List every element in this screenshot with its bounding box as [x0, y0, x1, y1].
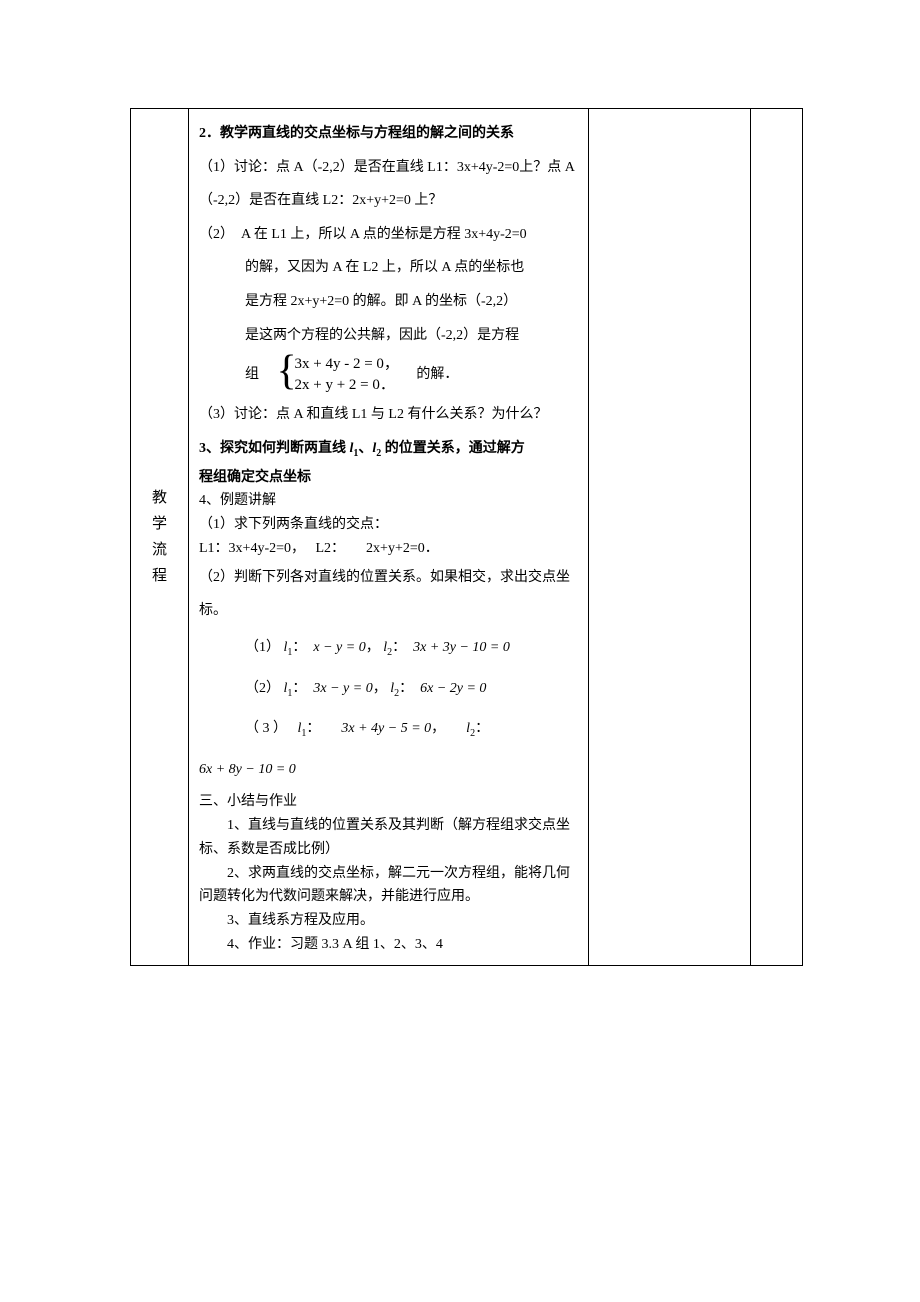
- eq: 6x + 8y − 10 = 0: [199, 762, 296, 777]
- eq: x − y = 0: [313, 640, 365, 655]
- s3-post: 的位置关系，通过解方: [381, 441, 525, 456]
- section-2-eq-line: 组 { 3x + 4y - 2 = 0， 2x + y + 2 = 0． 的解．: [199, 352, 578, 398]
- page: 教 学 流 程 2．教学两直线的交点坐标与方程组的解之间的关系 （1）讨论：点 …: [0, 0, 920, 1302]
- ex2-title: （2）判断下列各对直线的位置关系。如果相交，求出交点坐标。: [199, 561, 578, 628]
- ex1-title: （1）求下列两条直线的交点：: [199, 513, 578, 537]
- section-2-heading: 2．教学两直线的交点坐标与方程组的解之间的关系: [199, 117, 578, 151]
- table-row: 教 学 流 程 2．教学两直线的交点坐标与方程组的解之间的关系 （1）讨论：点 …: [131, 109, 803, 966]
- ex2-item-3-line2: 6x + 8y − 10 = 0: [199, 750, 578, 791]
- equation-system: { 3x + 4y - 2 = 0， 2x + y + 2 = 0．: [277, 354, 399, 396]
- section-3-heading: 3、探究如何判断两直线 l1、l2 的位置关系，通过解方: [199, 432, 578, 466]
- eq-post-text: 的解．: [402, 367, 458, 382]
- item-idx: （1）: [245, 640, 280, 655]
- section-4-title: 4、例题讲解: [199, 489, 578, 513]
- eq-pre-text: 组: [245, 367, 273, 382]
- section-2-p1: （1）讨论：点 A（-2,2）是否在直线 L1：3x+4y-2=0上？点 A（-…: [199, 151, 578, 218]
- eq-bot: 2x + y + 2 = 0．: [295, 375, 399, 396]
- label-char: 程: [152, 563, 167, 589]
- summary-p4: 4、作业：习题 3.3 A 组 1、2、3、4: [199, 933, 578, 957]
- section-2-p2-l3: 是方程 2x+y+2=0 的解。即 A 的坐标（-2,2）: [199, 285, 578, 319]
- colon: ：: [292, 640, 299, 655]
- section-2-p2-l2: 的解，又因为 A 在 L2 上，所以 A 点的坐标也: [199, 251, 578, 285]
- ex2-item-1: （1） l1： x − y = 0， l2： 3x + 3y − 10 = 0: [199, 628, 578, 669]
- row-label-vertical: 教 学 流 程: [131, 485, 188, 589]
- summary-p2: 2、求两直线的交点坐标，解二元一次方程组，能将几何问题转化为代数问题来解决，并能…: [199, 862, 578, 910]
- left-brace-icon: {: [277, 350, 297, 392]
- summary-p1: 1、直线与直线的位置关系及其判断（解方程组求交点坐标、系数是否成比例）: [199, 814, 578, 862]
- colon: ：: [399, 681, 406, 696]
- main-content-cell: 2．教学两直线的交点坐标与方程组的解之间的关系 （1）讨论：点 A（-2,2）是…: [189, 109, 589, 966]
- side-cell-2: [751, 109, 803, 966]
- main-content: 2．教学两直线的交点坐标与方程组的解之间的关系 （1）讨论：点 A（-2,2）是…: [189, 109, 588, 965]
- colon: ：: [475, 721, 489, 736]
- label-char: 学: [152, 511, 167, 537]
- colon: ：: [392, 640, 399, 655]
- section-2-p3: （3）讨论：点 A 和直线 L1 与 L2 有什么关系？为什么？: [199, 398, 578, 432]
- section-3-heading-l2: 程组确定交点坐标: [199, 466, 578, 490]
- eq: 3x − y = 0: [313, 681, 372, 696]
- math-l2: l2: [466, 721, 475, 736]
- label-char: 教: [152, 485, 167, 511]
- sep: ，: [373, 681, 387, 696]
- colon: ：: [292, 681, 299, 696]
- math-l2: l2: [372, 441, 381, 456]
- section-2-p2-lead: （2） A 在 L1 上，所以 A 点的坐标是方程 3x+4y-2=0: [199, 218, 578, 252]
- eq-top: 3x + 4y - 2 = 0，: [295, 354, 399, 375]
- summary-title: 三、小结与作业: [199, 790, 578, 814]
- summary-p3: 3、直线系方程及应用。: [199, 909, 578, 933]
- colon: ：: [306, 721, 313, 736]
- eq: 6x − 2y = 0: [420, 681, 486, 696]
- math-l2: l2: [390, 681, 399, 696]
- section-2-p2-l4: 是这两个方程的公共解，因此（-2,2）是方程: [199, 319, 578, 353]
- lesson-table: 教 学 流 程 2．教学两直线的交点坐标与方程组的解之间的关系 （1）讨论：点 …: [130, 108, 803, 966]
- label-char: 流: [152, 537, 167, 563]
- eq: 3x + 4y − 5 = 0: [341, 721, 431, 736]
- row-label-cell: 教 学 流 程: [131, 109, 189, 966]
- ex2-item-3-line1: （ 3 ） l1： 3x + 4y − 5 = 0， l2：: [199, 709, 578, 750]
- item-idx: （ 3 ）: [245, 721, 280, 736]
- eq: 3x + 3y − 10 = 0: [413, 640, 510, 655]
- s3-pre: 3、探究如何判断两直线: [199, 441, 350, 456]
- ex2-item-2: （2） l1： 3x − y = 0， l2： 6x − 2y = 0: [199, 669, 578, 710]
- side-cell-1: [589, 109, 751, 966]
- math-l2: l2: [383, 640, 392, 655]
- item-idx: （2）: [245, 681, 280, 696]
- sep: ，: [366, 640, 380, 655]
- ex1-line: L1：3x+4y-2=0， L2： 2x+y+2=0．: [199, 537, 578, 561]
- s3-mid: 、: [358, 441, 372, 456]
- sep: ，: [431, 721, 438, 736]
